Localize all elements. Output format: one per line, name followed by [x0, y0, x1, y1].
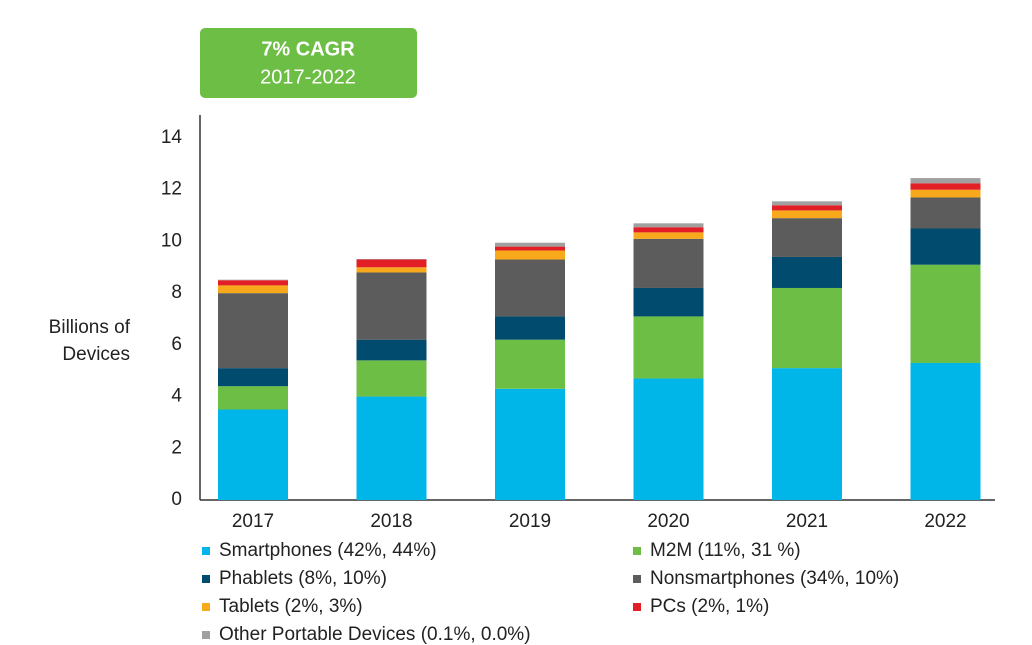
legend-label: Other Portable Devices (0.1%, 0.0%): [219, 624, 531, 645]
bar-segment: [633, 232, 704, 239]
bar-segment: [218, 285, 288, 294]
y-axis-label: Devices: [62, 344, 130, 365]
legend-label: M2M (11%, 31 %): [650, 540, 801, 561]
bar-segment: [356, 259, 427, 268]
bar-segment: [633, 287, 704, 317]
bar-segment: [495, 339, 565, 389]
bar-segment: [356, 360, 427, 397]
bar-segment: [633, 223, 704, 228]
x-tick-label: 2020: [647, 511, 689, 532]
bar-segment: [910, 228, 981, 265]
bar-segment: [910, 183, 981, 190]
bar-segment: [356, 267, 427, 273]
bar-segment: [495, 259, 565, 317]
bar-segment: [495, 316, 565, 340]
legend-swatch: [633, 547, 641, 555]
bar-segment: [910, 362, 981, 500]
bar-segment: [495, 246, 565, 251]
bar-segment: [218, 293, 288, 369]
y-tick-label: 14: [161, 127, 183, 148]
bar-segment: [910, 197, 981, 229]
bar-segment: [356, 396, 427, 500]
bar-segment: [910, 264, 981, 363]
legend-label: Nonsmartphones (34%, 10%): [650, 568, 899, 589]
annotation-title: 7% CAGR: [261, 38, 355, 60]
bar-segment: [633, 227, 704, 233]
bar-segment: [356, 259, 427, 260]
y-tick-label: 10: [161, 230, 182, 251]
legend-swatch: [202, 631, 210, 639]
bar-segment: [633, 238, 704, 288]
bar-segment: [218, 409, 288, 500]
bar-segment: [772, 287, 842, 369]
legend-label: PCs (2%, 1%): [650, 596, 769, 617]
bar-segment: [356, 272, 427, 340]
bar-segment: [633, 316, 704, 379]
bar-segment: [218, 280, 288, 286]
legend-swatch: [202, 547, 210, 555]
y-tick-label: 2: [171, 437, 182, 458]
y-tick-label: 0: [171, 489, 182, 510]
bar-segment: [495, 250, 565, 260]
x-tick-label: 2022: [924, 511, 966, 532]
y-tick-label: 4: [171, 386, 182, 407]
x-tick-label: 2018: [370, 511, 412, 532]
y-tick-label: 6: [171, 334, 182, 355]
y-axis-label: Billions of: [49, 317, 131, 338]
y-tick-label: 12: [161, 179, 182, 200]
bar-segment: [772, 205, 842, 211]
legend-swatch: [202, 603, 210, 611]
bar-segment: [772, 201, 842, 206]
bar-segment: [772, 218, 842, 257]
x-tick-label: 2019: [509, 511, 551, 532]
legend-swatch: [202, 575, 210, 583]
bar-segment: [772, 368, 842, 500]
legend-label: Phablets (8%, 10%): [219, 568, 387, 589]
legend-swatch: [633, 603, 641, 611]
bar-segment: [633, 378, 704, 500]
legend-swatch: [633, 575, 641, 583]
bar-segment: [218, 386, 288, 410]
bar-segment: [218, 279, 288, 281]
bar-segment: [910, 189, 981, 198]
legend-label: Tablets (2%, 3%): [219, 596, 363, 617]
bar-segment: [495, 388, 565, 500]
x-tick-label: 2021: [786, 511, 828, 532]
annotation-box: [200, 28, 417, 98]
bar-segment: [495, 242, 565, 247]
legend-label: Smartphones (42%, 44%): [219, 540, 437, 561]
y-tick-label: 8: [171, 282, 182, 303]
bar-segment: [356, 339, 427, 361]
bar-segment: [218, 368, 288, 387]
bar-segment: [910, 178, 981, 184]
bar-segment: [772, 210, 842, 219]
bar-segment: [772, 256, 842, 288]
annotation-subtitle: 2017-2022: [260, 66, 356, 88]
x-tick-label: 2017: [232, 511, 274, 532]
